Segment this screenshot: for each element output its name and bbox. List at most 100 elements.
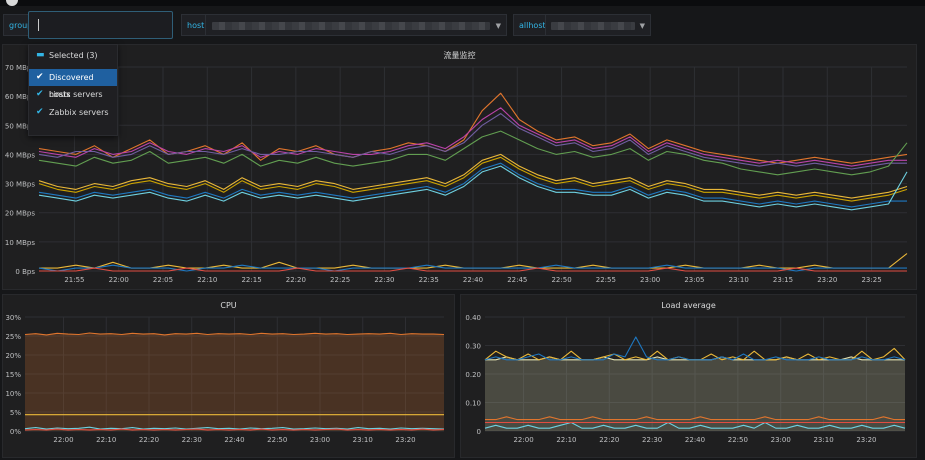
y-tick-label: 70 MBps bbox=[5, 64, 35, 72]
template-variables-bar: group host ▼ allhost ▼ bbox=[0, 6, 925, 44]
series-line bbox=[485, 416, 905, 421]
x-tick-label: 23:10 bbox=[729, 276, 749, 284]
chevron-down-icon: ▼ bbox=[495, 22, 501, 30]
option-label: Discovered hosts bbox=[49, 73, 94, 99]
host-variable-select[interactable]: ▼ bbox=[205, 14, 507, 36]
series-group bbox=[24, 332, 445, 431]
x-tick-label: 21:55 bbox=[64, 276, 84, 284]
x-tick-label: 22:50 bbox=[551, 276, 571, 284]
allhost-variable-label: allhost bbox=[513, 14, 552, 36]
x-tick-label: 23:00 bbox=[310, 436, 330, 444]
series-line bbox=[24, 426, 445, 430]
y-tick-label: 10% bbox=[5, 390, 21, 398]
y-tick-label: 30 MBps bbox=[5, 181, 35, 189]
y-tick-label: 0% bbox=[10, 428, 21, 436]
x-axis-group: 22:00 22:10 22:20 22:30 22:40 22:50 23:00 23:10… bbox=[53, 317, 416, 444]
x-tick-label: 22:25 bbox=[330, 276, 350, 284]
x-tick-label: 23:05 bbox=[684, 276, 704, 284]
series-line bbox=[24, 332, 445, 336]
y-axis-group: 0 Bps 10 MBps 20 MBps 30 MBps 40 MBps 50 MBps… bbox=[5, 64, 907, 276]
group-variable-input[interactable] bbox=[28, 11, 173, 39]
cpu-chart: 0%5%10%15%20%25%30%22:00 22:10 22:20 22:30 2… bbox=[5, 314, 445, 444]
text-cursor bbox=[38, 19, 39, 31]
x-tick-label: 22:00 bbox=[53, 436, 73, 444]
x-tick-label: 22:05 bbox=[153, 276, 173, 284]
y-tick-label: 0.10 bbox=[465, 400, 481, 408]
y-tick-label: 20 MBps bbox=[5, 210, 35, 218]
series-line bbox=[38, 165, 908, 211]
series-group bbox=[38, 92, 908, 272]
allhost-value-redacted bbox=[551, 22, 635, 30]
x-tick-label: 22:00 bbox=[109, 276, 129, 284]
x-tick-label: 23:00 bbox=[640, 276, 660, 284]
y-tick-label: 0.30 bbox=[465, 343, 481, 351]
series-group bbox=[484, 336, 906, 431]
x-tick-label: 22:40 bbox=[224, 436, 244, 444]
series-line bbox=[24, 428, 445, 431]
series-line bbox=[38, 264, 907, 272]
selected-count-label: Selected (3) bbox=[49, 51, 98, 60]
series-area-fill bbox=[485, 356, 905, 431]
dropdown-option-zabbix-servers[interactable]: ✔ Zabbix servers bbox=[29, 104, 117, 121]
checkmark-icon: ✔ bbox=[36, 89, 44, 99]
series-line bbox=[38, 156, 908, 202]
x-tick-label: 22:55 bbox=[596, 276, 616, 284]
x-tick-label: 22:30 bbox=[374, 276, 394, 284]
x-tick-label: 23:20 bbox=[856, 436, 876, 444]
top-navbar bbox=[0, 0, 925, 6]
series-line bbox=[38, 113, 907, 170]
x-tick-label: 23:10 bbox=[353, 436, 373, 444]
x-tick-label: 22:30 bbox=[642, 436, 662, 444]
x-tick-label: 23:15 bbox=[773, 276, 793, 284]
x-tick-label: 23:20 bbox=[817, 276, 837, 284]
y-tick-label: 0.40 bbox=[465, 314, 481, 322]
series-line bbox=[38, 107, 907, 167]
x-tick-label: 23:20 bbox=[395, 436, 415, 444]
series-area-fill bbox=[25, 333, 444, 431]
x-axis-group: 21:55 22:00 22:05 22:10 22:15 22:20 22:25 22:30… bbox=[64, 67, 882, 284]
chevron-down-icon: ▼ bbox=[639, 22, 645, 30]
grafana-logo-icon[interactable] bbox=[6, 0, 18, 6]
x-tick-label: 22:20 bbox=[599, 436, 619, 444]
series-line bbox=[38, 153, 908, 199]
x-tick-label: 22:20 bbox=[139, 436, 159, 444]
group-dropdown-menu: ▬ Selected (3) ✔ Discovered hosts ✔ Linu… bbox=[28, 44, 118, 136]
panel-title: CPU bbox=[220, 301, 237, 310]
x-tick-label: 22:50 bbox=[728, 436, 748, 444]
y-tick-label: 60 MBps bbox=[5, 93, 35, 101]
series-line bbox=[484, 336, 906, 361]
option-label: Linux servers bbox=[49, 90, 103, 99]
x-tick-label: 22:10 bbox=[96, 436, 116, 444]
series-line bbox=[38, 130, 908, 176]
x-tick-label: 22:15 bbox=[241, 276, 261, 284]
minus-icon: ▬ bbox=[36, 50, 45, 60]
y-tick-label: 25% bbox=[5, 333, 21, 341]
y-tick-label: 15% bbox=[5, 371, 21, 379]
x-tick-label: 22:50 bbox=[267, 436, 287, 444]
dropdown-option-linux-servers[interactable]: ✔ Linux servers bbox=[29, 86, 117, 103]
y-tick-label: 5% bbox=[10, 409, 21, 417]
series-line bbox=[38, 162, 907, 208]
y-tick-label: 0.20 bbox=[465, 371, 481, 379]
x-tick-label: 23:00 bbox=[771, 436, 791, 444]
allhost-variable-select[interactable]: ▼ bbox=[545, 14, 651, 36]
panel-title: Load average bbox=[661, 301, 716, 310]
x-tick-label: 22:40 bbox=[463, 276, 483, 284]
load-average-panel: Load average 0 0.10 0.20 0.30 0.40 22:00 22:10… bbox=[460, 294, 917, 458]
checkmark-icon: ✔ bbox=[36, 107, 44, 117]
host-value-redacted bbox=[212, 22, 490, 30]
option-label: Zabbix servers bbox=[49, 108, 109, 117]
series-line bbox=[39, 267, 907, 272]
x-tick-label: 22:10 bbox=[556, 436, 576, 444]
cpu-panel: CPU 0% 5% 10% 15% 20% 25% 30% 22:00 22:10 22:20 22… bbox=[2, 294, 455, 458]
checkmark-icon: ✔ bbox=[36, 72, 44, 82]
select-all-toggle[interactable]: ▬ Selected (3) bbox=[29, 47, 117, 64]
y-tick-label: 0 Bps bbox=[15, 268, 35, 276]
y-tick-label: 0 bbox=[477, 428, 481, 436]
x-tick-label: 23:10 bbox=[813, 436, 833, 444]
dropdown-option-discovered-hosts[interactable]: ✔ Discovered hosts bbox=[29, 69, 117, 99]
x-tick-label: 22:45 bbox=[507, 276, 527, 284]
x-axis-group: 22:00 22:10 22:20 22:30 22:40 22:50 23:00 23:10… bbox=[513, 317, 877, 444]
x-tick-label: 22:30 bbox=[182, 436, 202, 444]
